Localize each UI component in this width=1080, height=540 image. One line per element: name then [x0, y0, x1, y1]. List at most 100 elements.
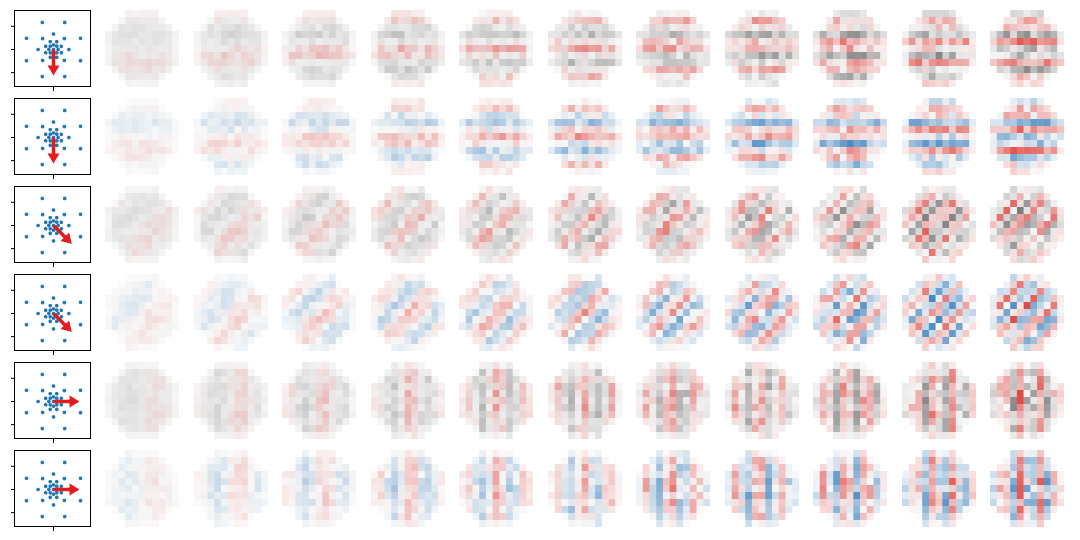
filter-heatmap [105, 10, 179, 87]
filter-cell [587, 302, 595, 310]
scatter-point [36, 311, 40, 316]
filter-cell [703, 186, 710, 194]
filter-cell [397, 112, 405, 120]
filter-cell [213, 10, 221, 18]
filter-cell [813, 133, 820, 141]
filter-cell [247, 24, 255, 32]
filter-cell [295, 249, 303, 257]
filter-cell [227, 126, 234, 134]
filter-cell [260, 274, 268, 282]
filter-cell [335, 274, 343, 282]
filter-cell [594, 119, 602, 127]
filter-cell [656, 38, 664, 46]
filter-cell [118, 38, 126, 46]
filter-cell [220, 330, 228, 338]
scatter-point [54, 143, 59, 148]
filter-cell [594, 98, 602, 106]
filter-cell [771, 133, 779, 141]
filter-cell [1023, 186, 1031, 194]
filter-cell [574, 17, 582, 25]
filter-cell [459, 24, 466, 32]
filter-cell [424, 256, 432, 263]
filter-cell [404, 274, 411, 282]
filter-cell [492, 207, 500, 215]
filter-cell [608, 133, 615, 141]
filter-cell [519, 242, 527, 250]
filter-cell [560, 193, 568, 201]
filter-cell [724, 73, 732, 81]
filter-cell [601, 154, 609, 162]
filter-cell [574, 24, 582, 32]
filter-cell [662, 112, 670, 120]
filter-cell [873, 10, 881, 18]
filter-cell [519, 256, 527, 263]
filter-cell [614, 98, 622, 106]
filter-cell [826, 59, 834, 67]
filter-cell [880, 119, 887, 127]
filter-cell [158, 24, 166, 32]
filter-cell [118, 168, 126, 175]
filter-cell [370, 323, 378, 331]
filter-cell [240, 80, 248, 87]
filter-cell [996, 235, 1004, 243]
scatter-point [40, 74, 45, 79]
filter-cell [111, 133, 119, 141]
filter-cell [158, 10, 166, 18]
filter-cell [131, 45, 139, 53]
filter-cell [193, 59, 201, 67]
filter-cell [506, 302, 513, 310]
filter-cell [431, 59, 438, 67]
filter-cell [254, 288, 261, 296]
filter-cell [744, 249, 752, 257]
filter-cell [1030, 133, 1038, 141]
filter-cell [125, 281, 133, 289]
filter-cell [731, 52, 739, 60]
filter-cell [656, 80, 664, 87]
filter-cell [662, 45, 670, 53]
filter-cell [574, 31, 582, 39]
filter-cell [315, 309, 323, 317]
filter-cell [554, 52, 562, 60]
filter-cell [866, 31, 874, 39]
filter-cell [233, 274, 241, 282]
filter-cell [785, 66, 792, 74]
filter-cell [465, 200, 473, 208]
filter-cell [479, 147, 487, 155]
filter-cell [921, 228, 929, 236]
filter-cell [860, 221, 867, 229]
filter-cell [846, 147, 854, 155]
filter-cell [335, 154, 343, 162]
filter-cell [846, 73, 854, 81]
filter-cell [744, 80, 752, 87]
filter-cell [813, 140, 820, 148]
filter-cell [941, 154, 949, 162]
filter-cell [574, 295, 582, 303]
filter-cell [260, 337, 268, 345]
filter-cell [206, 302, 214, 310]
filter-cell [417, 59, 425, 67]
filter-cell [335, 288, 343, 296]
filter-cell [791, 10, 799, 18]
filter-cell [683, 288, 690, 296]
filter-cell [145, 281, 153, 289]
filter-cell [145, 66, 153, 74]
filter-cell [111, 193, 119, 201]
filter-cell [614, 256, 622, 263]
filter-cell [751, 214, 759, 222]
filter-cell [656, 17, 664, 25]
filter-cell [914, 221, 922, 229]
filter-cell [247, 309, 255, 317]
filter-cell [642, 249, 650, 257]
filter-cell [880, 207, 887, 215]
filter-cell [111, 337, 119, 345]
filter-cell [322, 235, 330, 243]
filter-cell [220, 281, 228, 289]
filter-cell [860, 207, 867, 215]
filter-cell [778, 133, 786, 141]
filter-cell [683, 73, 690, 81]
filter-cell [785, 112, 792, 120]
filter-cell [941, 140, 949, 148]
filter-cell [465, 235, 473, 243]
filter-cell [649, 45, 657, 53]
filter-cell [499, 242, 507, 250]
